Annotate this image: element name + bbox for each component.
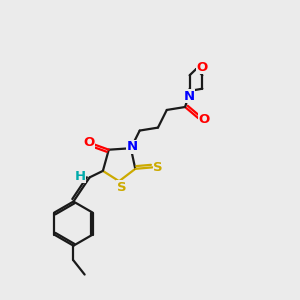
Text: S: S [153,161,163,174]
Text: H: H [75,170,86,183]
Text: N: N [183,90,194,103]
Text: O: O [196,61,208,74]
Text: O: O [83,136,94,149]
Text: S: S [117,181,126,194]
Text: O: O [199,113,210,126]
Text: N: N [127,140,138,153]
